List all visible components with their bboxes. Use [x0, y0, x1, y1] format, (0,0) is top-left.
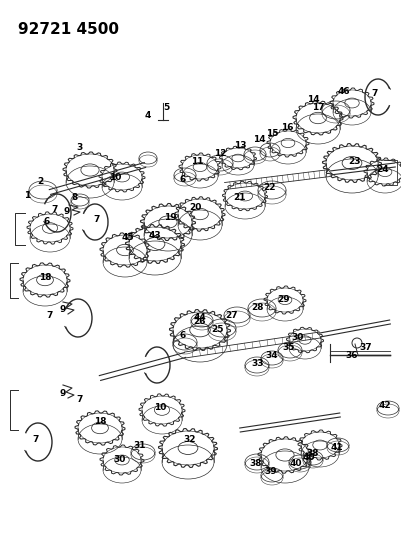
Text: 27: 27 — [225, 311, 238, 319]
Text: 16: 16 — [280, 123, 292, 132]
Text: 8: 8 — [72, 192, 78, 201]
Text: 39: 39 — [264, 467, 277, 477]
Text: 10: 10 — [109, 174, 121, 182]
Text: 9: 9 — [60, 389, 66, 398]
Text: 33: 33 — [251, 359, 263, 367]
Text: 11: 11 — [190, 157, 203, 166]
Text: 45: 45 — [122, 232, 134, 241]
Text: 30: 30 — [113, 456, 126, 464]
Text: 31: 31 — [134, 440, 146, 449]
Text: 9: 9 — [60, 305, 66, 314]
Text: 9: 9 — [64, 207, 70, 216]
Text: 36: 36 — [345, 351, 357, 359]
Text: 20: 20 — [188, 204, 200, 213]
Text: 26: 26 — [193, 318, 206, 327]
Text: 7: 7 — [47, 311, 53, 319]
Text: 7: 7 — [93, 215, 100, 224]
Text: 34: 34 — [265, 351, 277, 360]
Text: 32: 32 — [183, 435, 196, 445]
Text: 7: 7 — [371, 88, 377, 98]
Text: 29: 29 — [277, 295, 290, 304]
Text: 7: 7 — [52, 206, 58, 214]
Text: 1: 1 — [24, 190, 30, 199]
Text: 14: 14 — [252, 135, 265, 144]
Text: 3: 3 — [77, 143, 83, 152]
Text: 28: 28 — [251, 303, 263, 311]
Text: 17: 17 — [311, 103, 324, 112]
Text: 14: 14 — [306, 95, 318, 104]
Text: 4: 4 — [144, 110, 151, 119]
Text: 42: 42 — [378, 400, 390, 409]
Text: 7: 7 — [77, 395, 83, 405]
Text: 25: 25 — [211, 326, 224, 335]
Text: 40: 40 — [302, 453, 314, 462]
Text: 18: 18 — [38, 273, 51, 282]
Text: 92721 4500: 92721 4500 — [18, 22, 119, 37]
Text: 7: 7 — [33, 435, 39, 445]
Text: 5: 5 — [162, 102, 169, 111]
Text: 22: 22 — [263, 183, 275, 192]
Text: 30: 30 — [291, 334, 304, 343]
Text: 37: 37 — [359, 343, 371, 351]
Text: 10: 10 — [154, 403, 166, 413]
Text: 18: 18 — [93, 417, 106, 426]
Text: 6: 6 — [179, 330, 186, 340]
Text: 12: 12 — [213, 149, 226, 157]
Text: 2: 2 — [37, 177, 43, 187]
Text: 13: 13 — [233, 141, 246, 149]
Text: 23: 23 — [348, 157, 360, 166]
Text: 38: 38 — [306, 448, 318, 457]
Text: 38: 38 — [249, 458, 261, 467]
Text: 43: 43 — [148, 230, 161, 239]
Text: 40: 40 — [289, 458, 302, 467]
Text: 24: 24 — [376, 166, 388, 174]
Text: 21: 21 — [233, 193, 246, 203]
Text: 6: 6 — [44, 217, 50, 227]
Text: 44: 44 — [193, 313, 206, 322]
Text: 6: 6 — [179, 174, 186, 183]
Text: 15: 15 — [265, 130, 277, 139]
Text: 46: 46 — [337, 87, 349, 96]
Text: 35: 35 — [282, 343, 294, 352]
Text: 41: 41 — [330, 443, 342, 453]
Text: 19: 19 — [163, 214, 176, 222]
